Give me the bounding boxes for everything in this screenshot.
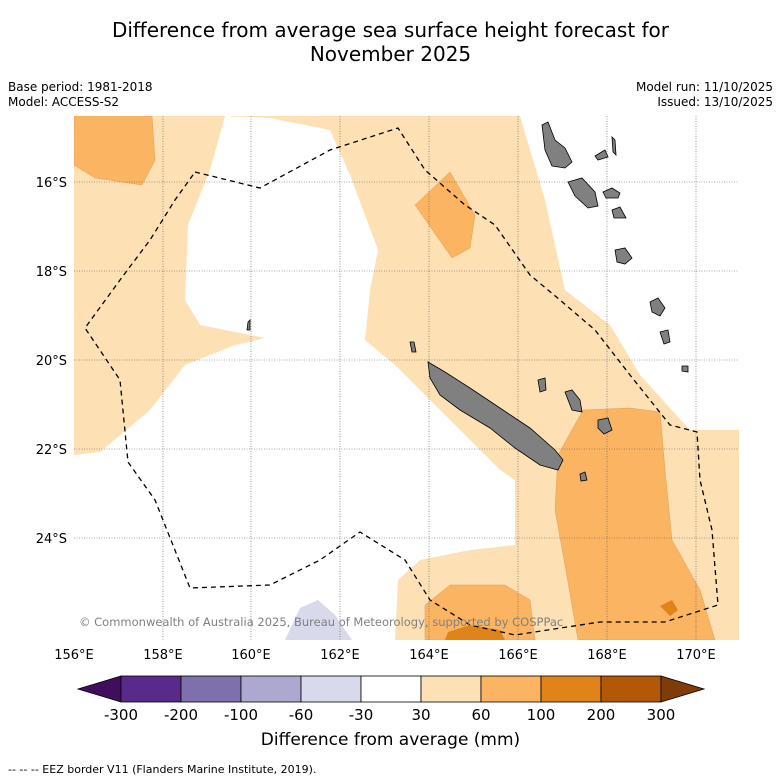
longitude-label: 166°E — [498, 648, 538, 663]
landmass-loyalty-islands — [564, 389, 583, 413]
colorbar-segment — [480, 675, 542, 703]
longitude-labels: 156°E 158°E 160°E 162°E 164°E 166°E 168°E 170°E — [54, 648, 716, 663]
anomaly-patch-60-100 — [554, 407, 716, 640]
title-line-2: November 2025 — [309, 42, 472, 66]
base-period: Base period: 1981-2018 — [8, 80, 153, 94]
latitude-label: 24°S — [36, 532, 67, 547]
colorbar-segment — [420, 675, 482, 703]
landmass-loyalty-islands — [597, 417, 613, 435]
landmass-vanuatu — [594, 149, 609, 161]
longitude-label: 160°E — [231, 648, 271, 663]
landmass-chesterfield-islands — [246, 319, 251, 331]
latitude-label: 20°S — [36, 354, 67, 369]
anomaly-patch-100-200 — [660, 600, 678, 616]
anomaly-patch-100-200 — [445, 625, 505, 640]
metadata-right: Model run: 11/10/2025 Issued: 13/10/2025 — [636, 80, 773, 110]
landmass-loyalty-islands — [537, 377, 547, 393]
landmass-vanuatu — [649, 297, 666, 317]
latitude-label: 22°S — [36, 443, 67, 458]
colorbar-segment — [120, 675, 182, 703]
colorbar-tick-label: -60 — [289, 706, 314, 724]
landmass-new-caledonia — [427, 361, 564, 471]
landmass-vanuatu — [602, 187, 621, 199]
colorbar-tick-label: 30 — [411, 706, 430, 724]
colorbar-tick-label: -300 — [104, 706, 138, 724]
colorbar-tick-label: -200 — [164, 706, 198, 724]
issued-date: Issued: 13/10/2025 — [657, 95, 773, 109]
colorbar-tick-label: -100 — [224, 706, 258, 724]
landmass-vanuatu — [541, 121, 573, 169]
longitude-label: 170°E — [676, 648, 716, 663]
map-area — [74, 116, 739, 640]
landmass-vanuatu — [567, 177, 599, 209]
longitude-label: 168°E — [587, 648, 627, 663]
landmass-vanuatu — [659, 329, 671, 345]
latitude-label: 16°S — [36, 176, 67, 191]
latitude-labels: 16°S 18°S 20°S 22°S 24°S — [36, 176, 67, 547]
anomaly-patch-60-100 — [414, 171, 476, 259]
colorbar-segment — [360, 675, 422, 703]
colorbar-tick-label: -30 — [349, 706, 374, 724]
colorbar — [76, 675, 706, 703]
eez-border-line — [84, 127, 719, 636]
longitude-label: 164°E — [409, 648, 449, 663]
landmass-vanuatu — [611, 135, 617, 157]
longitude-label: 156°E — [54, 648, 94, 663]
longitude-label: 158°E — [143, 648, 183, 663]
landmass-group — [246, 121, 689, 482]
colorbar-tick-label: 60 — [471, 706, 490, 724]
landmass-vanuatu — [611, 206, 627, 219]
colorbar-tick-label: 300 — [647, 706, 676, 724]
gridlines — [74, 116, 739, 640]
colorbar-segment — [240, 675, 302, 703]
colorbar-extend-low — [76, 675, 122, 703]
title-line-1: Difference from average sea surface heig… — [111, 18, 670, 42]
anomaly-patch-60-100 — [74, 116, 156, 186]
colorbar-segment — [600, 675, 662, 703]
colorbar-extend-high — [660, 675, 706, 703]
landmass-vanuatu — [614, 247, 633, 265]
colorbar-title: Difference from average (mm) — [260, 730, 521, 750]
colorbar-tick-label: 200 — [587, 706, 616, 724]
near-average-region-west — [74, 116, 515, 640]
latitude-label: 18°S — [36, 265, 67, 280]
colorbar-segment — [180, 675, 242, 703]
chart-title: Difference from average sea surface heig… — [0, 18, 781, 66]
copyright-notice: © Commonwealth of Australia 2025, Bureau… — [79, 615, 563, 629]
landmass-islet — [681, 365, 689, 373]
landmass-islet — [409, 341, 417, 353]
model-run: Model run: 11/10/2025 — [635, 80, 773, 94]
longitude-label: 162°E — [320, 648, 360, 663]
colorbar-tick-label: 100 — [527, 706, 556, 724]
eez-footnote: -- -- -- EEZ border V11 (Flanders Marine… — [8, 763, 317, 776]
model-name: Model: ACCESS-S2 — [8, 95, 120, 109]
colorbar-segment — [540, 675, 602, 703]
metadata-left: Base period: 1981-2018 Model: ACCESS-S2 — [8, 80, 153, 110]
colorbar-tick-labels: -300 -200 -100 -60 -30 30 60 100 200 300 — [104, 706, 675, 724]
anomaly-patch-negative — [285, 600, 352, 640]
anomaly-patch-60-100 — [424, 584, 536, 640]
colorbar-segment — [300, 675, 362, 703]
landmass-islet — [579, 471, 588, 482]
